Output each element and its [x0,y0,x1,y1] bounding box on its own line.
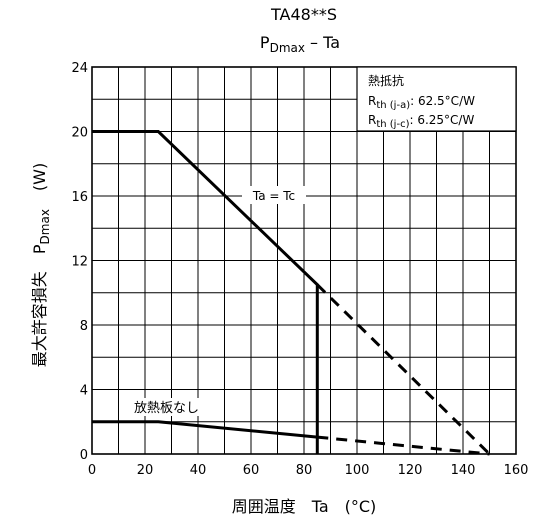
rth-ja-sub: th (j-a) [376,100,410,111]
no-heatsink-label-bg [130,398,218,416]
series-line-0-solid [92,130,319,454]
x-tick-label: 140 [451,463,476,478]
rth-jc-sub: th (j-c) [376,119,409,130]
x-tick-label: 120 [398,463,423,478]
x-tick-label: 80 [296,463,313,478]
y-tick-label: 8 [80,319,88,334]
subtitle-tail: – Ta [305,33,340,52]
rth-ja-line: Rth (j-a): 62.5°C/W [368,94,475,111]
y-axis-label-jp: 最大許容損失 [30,271,49,367]
x-tick-label: 160 [504,463,529,478]
chart-title: TA48**S [270,5,337,24]
ta-tc-label: Ta = Tc [252,189,295,203]
x-tick-labels: 0 20 40 60 80 100 120 140 160 [88,463,529,478]
x-tick-label: 40 [190,463,207,478]
y-tick-label: 0 [80,448,88,463]
series-line-3-dashed [317,435,490,456]
y-axis-label-sym: P [30,244,49,254]
x-tick-label: 20 [137,463,154,478]
rth-ja-value: : 62.5°C/W [410,94,475,108]
x-tick-label: 0 [88,463,96,478]
y-axis-label-unit: (W) [30,163,49,191]
y-tick-label: 4 [80,384,88,399]
ta-tc-label-bg [242,186,306,204]
y-tick-label: 20 [71,126,88,141]
rth-jc-line: Rth (j-c): 6.25°C/W [368,113,474,130]
rth-jc-value: : 6.25°C/W [409,113,474,127]
series-line-2-solid [92,420,318,439]
thermal-resistance-box: 熱抵抗 Rth (j-a): 62.5°C/W Rth (j-c): 6.25°… [356,66,517,132]
y-axis-label-subscript: Dmax [38,209,52,244]
y-tick-label: 24 [71,61,88,76]
y-axis-label: 最大許容損失 PDmax (W) [30,163,52,367]
thermal-box-title: 熱抵抗 [368,73,404,88]
ta-tc-label-group: Ta = Tc [242,186,306,204]
plot-frame [91,66,517,455]
no-heatsink-label-group: 放熱板なし [130,398,218,416]
rth-jc-base: R [368,113,376,127]
y-tick-label: 12 [71,255,88,270]
subtitle-base: P [260,33,270,52]
rth-ja-base: R [368,94,376,108]
y-tick-label: 16 [71,190,88,205]
y-tick-labels: 0 4 8 12 16 20 24 [71,61,88,463]
thermal-box-border [356,66,517,132]
x-tick-label: 100 [345,463,370,478]
x-tick-label: 60 [243,463,260,478]
series-layer [92,130,491,456]
x-axis-label: 周囲温度 Ta (°C) [232,497,377,516]
chart-subtitle: PDmax – Ta [260,33,340,55]
no-heatsink-label: 放熱板なし [134,401,199,416]
series-line-1-dashed [316,283,491,456]
subtitle-subscript: Dmax [270,41,305,55]
